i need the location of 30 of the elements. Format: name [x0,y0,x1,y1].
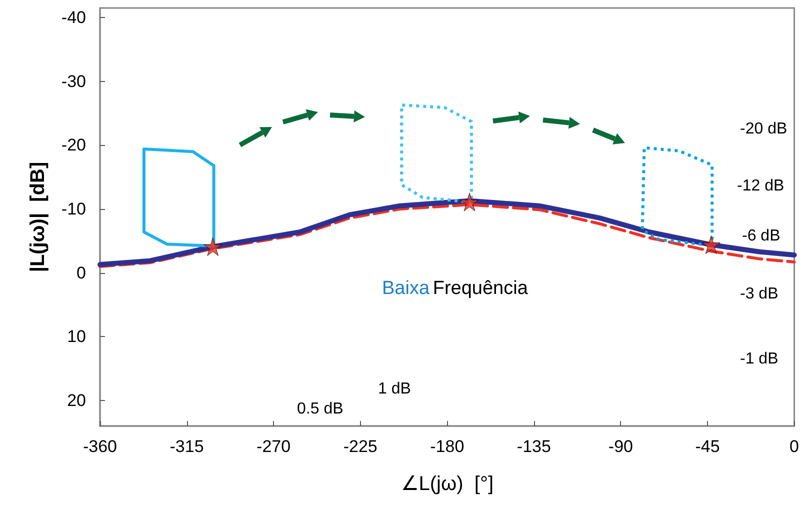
annotation: 0.5 dB [297,400,344,418]
x-tick-label: -180 [430,437,464,456]
annotation: -6 dB [742,228,780,244]
x-tick-label: -360 [82,437,118,456]
x-tick-label: -225 [343,437,378,456]
annotation: 1 dB [378,380,411,398]
y-tick-label: -40 [61,8,86,28]
annotation: Baixa [382,278,430,299]
y-tick-label: 0 [76,263,86,282]
x-tick-label: -135 [516,437,551,456]
annotation: -3 dB [740,286,778,302]
annotation: -20 dB [740,120,788,138]
y-axis-title: |L(jω)| [dB] [27,162,49,272]
x-tick-label: -315 [170,437,204,456]
point [460,192,479,212]
annotation: -12 dB [737,178,784,194]
y-tick-label: -10 [61,200,86,219]
x-tick-label: -90 [608,437,633,456]
x-tick-label: -45 [695,437,720,456]
y-tick-label: 10 [67,327,86,346]
x-axis-title: ∠L(jω) [°] [400,473,494,495]
y-tick-label: 20 [67,390,86,410]
annotation: Frequência [432,278,528,299]
y-tick-label: -20 [61,136,86,155]
point [204,237,222,256]
annotation: -1 dB [740,350,778,368]
point [702,236,720,254]
x-tick-label: 0 [790,437,800,456]
y-tick-label: -30 [61,72,86,91]
x-tick-label: -270 [256,437,291,456]
